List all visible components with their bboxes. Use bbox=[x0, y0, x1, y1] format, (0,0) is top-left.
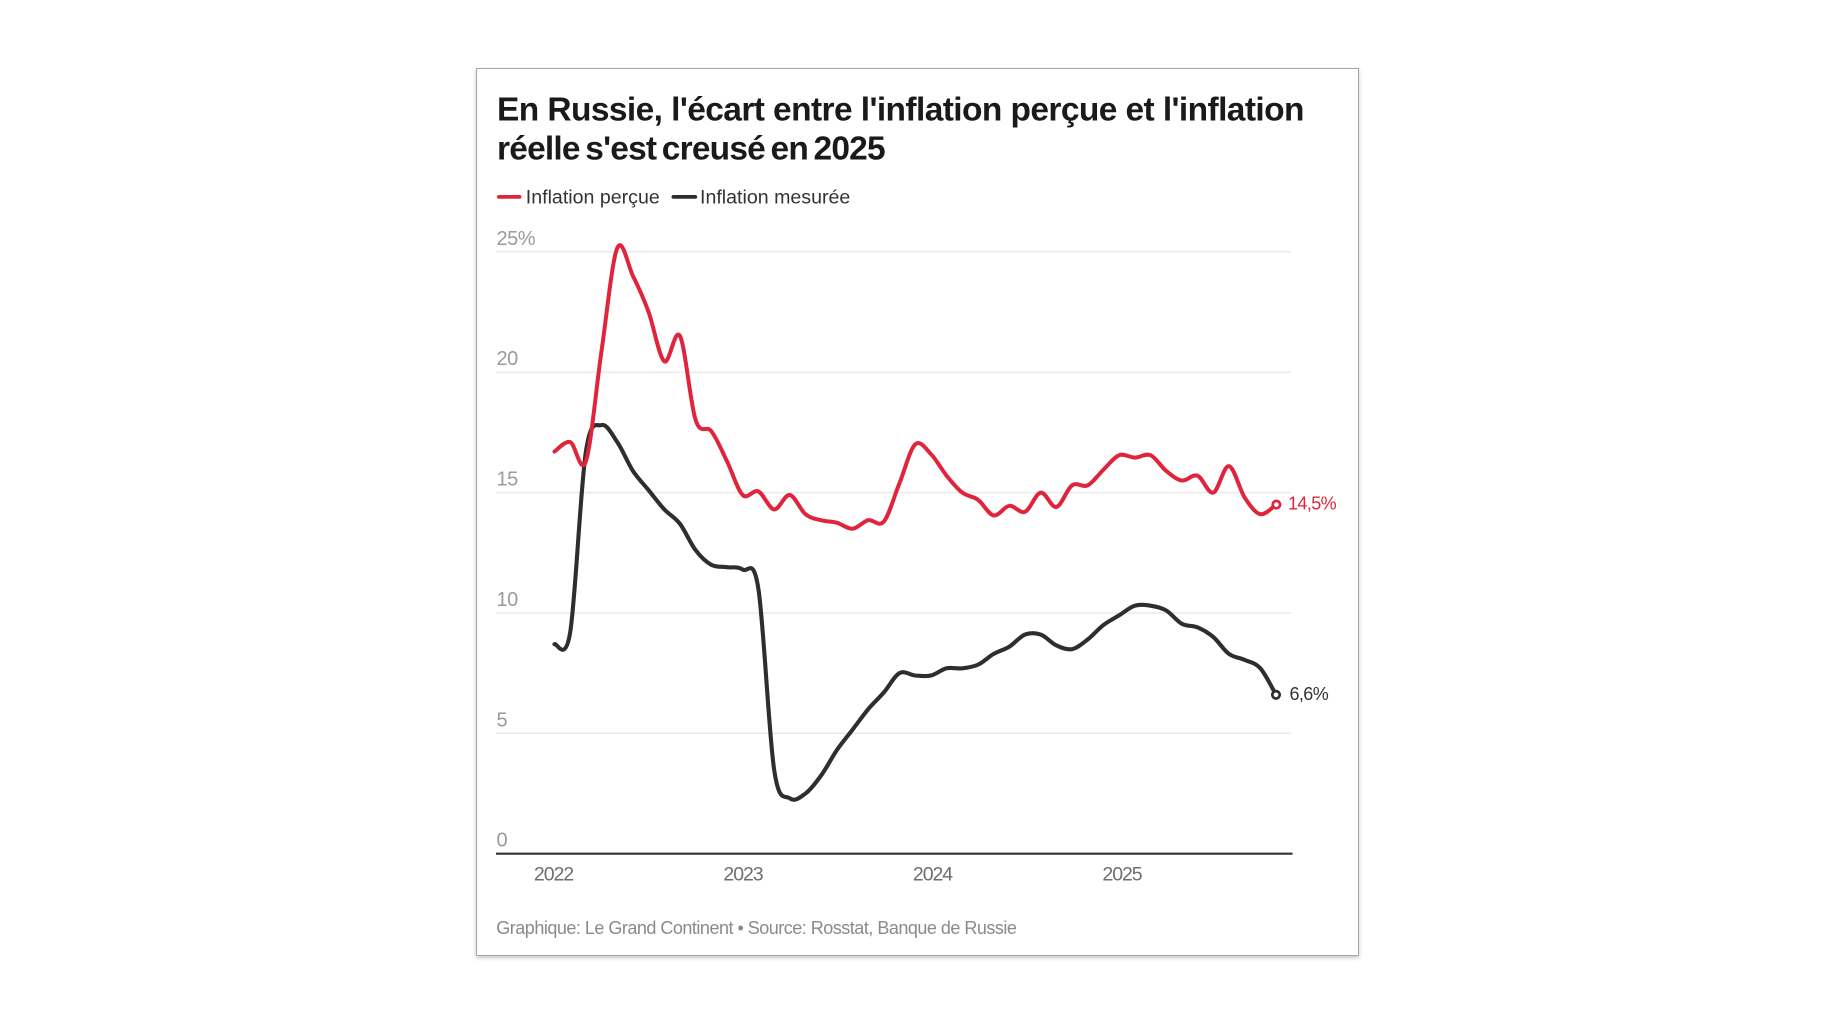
svg-text:25%: 25% bbox=[497, 228, 536, 250]
svg-text:0: 0 bbox=[497, 830, 508, 852]
svg-text:10: 10 bbox=[497, 589, 519, 611]
svg-text:5: 5 bbox=[497, 709, 508, 731]
svg-text:6,6%: 6,6% bbox=[1290, 684, 1329, 704]
svg-text:20: 20 bbox=[497, 348, 519, 370]
svg-text:15: 15 bbox=[497, 469, 519, 491]
svg-text:Inflation perçue: Inflation perçue bbox=[526, 187, 660, 209]
svg-text:2022: 2022 bbox=[534, 864, 573, 886]
svg-text:Inflation mesurée: Inflation mesurée bbox=[700, 187, 850, 209]
svg-text:2025: 2025 bbox=[1102, 864, 1142, 886]
svg-text:14,5%: 14,5% bbox=[1288, 494, 1337, 514]
svg-text:réelle s'est creusé en 2025: réelle s'est creusé en 2025 bbox=[497, 130, 885, 167]
svg-text:Graphique: Le Grand Continent: Graphique: Le Grand Continent • Source: … bbox=[496, 918, 1017, 938]
svg-text:2024: 2024 bbox=[913, 864, 953, 886]
svg-text:2023: 2023 bbox=[723, 864, 762, 886]
svg-text:En Russie, l'écart entre l'inf: En Russie, l'écart entre l'inflation per… bbox=[497, 91, 1304, 128]
